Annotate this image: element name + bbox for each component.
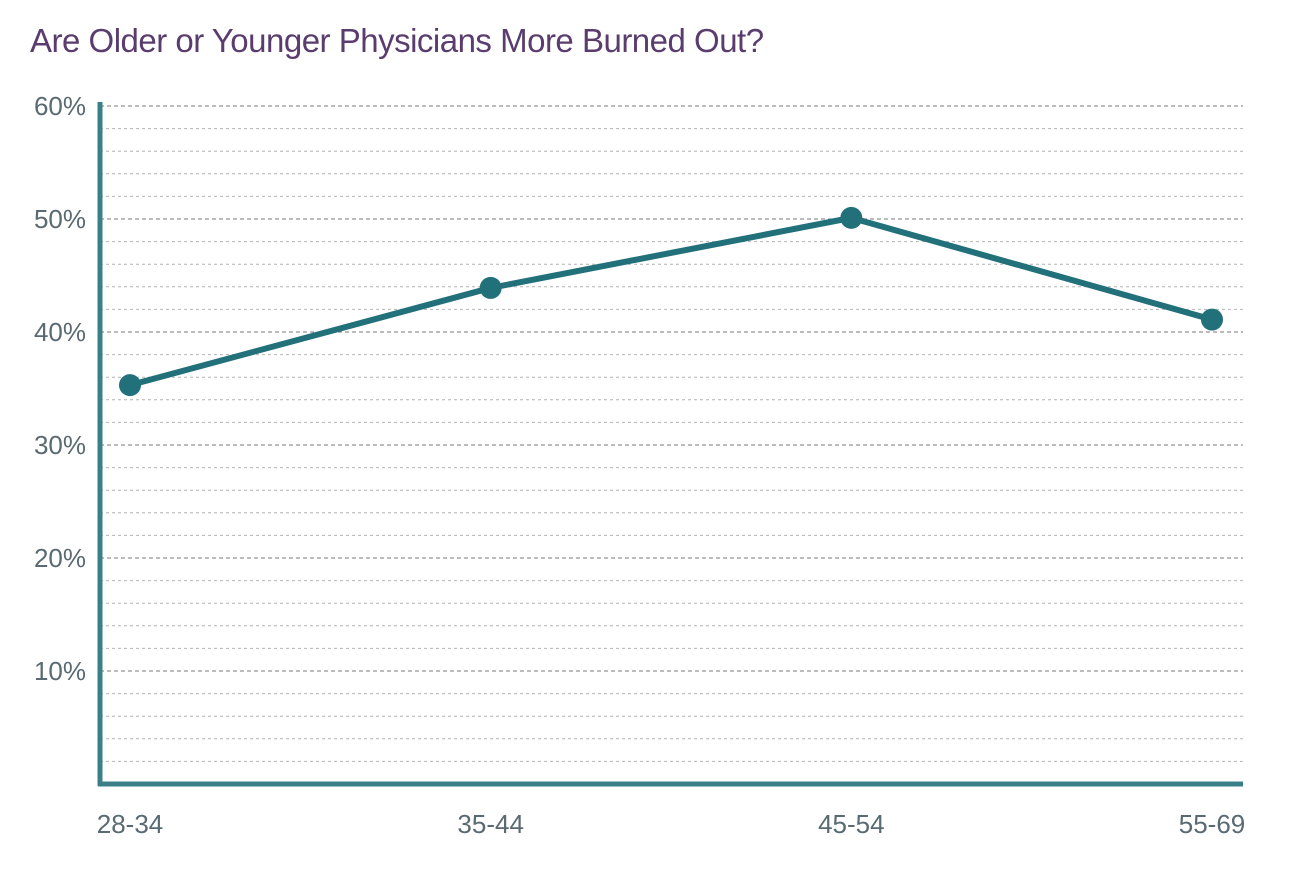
y-tick-label: 60% — [34, 91, 86, 121]
data-point — [1201, 308, 1223, 331]
x-tick-label: 28-34 — [97, 809, 164, 839]
y-tick-label: 50% — [34, 204, 86, 234]
data-point — [840, 206, 863, 229]
gridlines — [100, 105, 1243, 762]
x-tick-label: 45-54 — [818, 809, 885, 839]
y-tick-label: 30% — [34, 430, 86, 460]
axes — [97, 102, 1243, 787]
x-tick-label: 55-69 — [1179, 809, 1246, 839]
data-point — [479, 276, 502, 299]
y-tick-label: 10% — [34, 656, 86, 686]
data-point — [119, 374, 141, 397]
series-line — [127, 214, 1215, 389]
x-tick-label: 35-44 — [457, 809, 524, 839]
y-tick-label: 20% — [34, 543, 86, 573]
x-axis-tick-labels: 28-34 35-44 45-54 55-69 — [97, 809, 1246, 839]
y-axis-tick-labels: 10% 20% 30% 40% 50% 60% — [34, 91, 86, 686]
y-tick-label: 40% — [34, 317, 86, 347]
series-group — [119, 206, 1223, 397]
chart-title: Are Older or Younger Physicians More Bur… — [30, 22, 764, 59]
